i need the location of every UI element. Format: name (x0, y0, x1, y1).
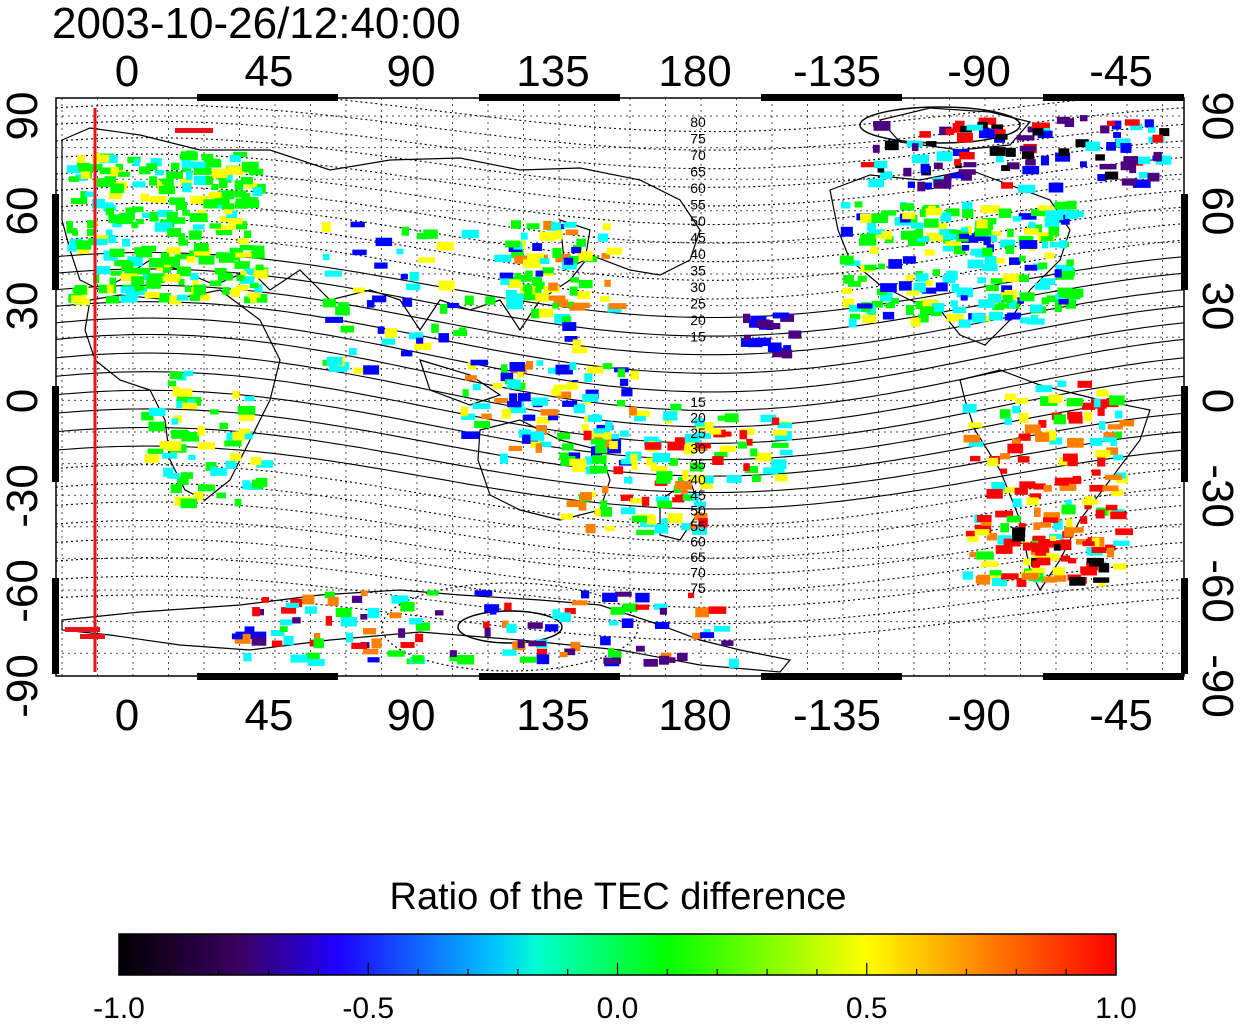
contour-label-south: 50 (690, 503, 706, 519)
contour-label-north: 60 (690, 180, 706, 196)
tec-data-points (65, 115, 1172, 668)
right-latitude-label: -60 (1193, 559, 1240, 623)
contour-label-south: 35 (690, 456, 706, 472)
left-latitude-label: -30 (0, 464, 47, 528)
bottom-longitude-label: -135 (793, 691, 881, 740)
contour-label-north: 70 (690, 147, 706, 163)
colorbar-tick-label: 0.5 (846, 992, 888, 1024)
top-longitude-label: 135 (516, 47, 589, 96)
bottom-longitude-label: -90 (947, 691, 1011, 740)
top-longitude-label: 45 (245, 47, 294, 96)
bottom-longitude-label: 180 (658, 691, 731, 740)
bottom-longitude-label: -45 (1089, 691, 1153, 740)
bottom-longitude-axis: 0 45 90 135 180 -135 -90 -45 (115, 691, 1153, 740)
colorbar-tick-label: -1.0 (93, 992, 145, 1024)
colorbar-ticks: -1.0 -0.5 0.0 0.5 1.0 (93, 963, 1137, 1024)
contour-label-north: 40 (690, 246, 706, 262)
contour-label-south: 45 (690, 487, 706, 503)
left-latitude-label: -60 (0, 559, 47, 623)
bottom-longitude-label: 45 (245, 691, 294, 740)
contour-label-north: 35 (690, 263, 706, 279)
right-latitude-axis: 90 60 30 0 -30 -60 -90 (1193, 92, 1240, 718)
contour-label-south: 25 (690, 425, 706, 441)
right-latitude-label: -90 (1193, 654, 1240, 718)
contour-label-south: 20 (690, 410, 706, 426)
contour-label-south: 65 (690, 549, 706, 565)
contour-label-south: 15 (690, 394, 706, 410)
top-longitude-label: 0 (115, 47, 139, 96)
bottom-longitude-label: 0 (115, 691, 139, 740)
contour-labels: 8075706560555045403530252015152025303540… (690, 114, 706, 596)
left-latitude-label: 60 (0, 187, 47, 236)
right-latitude-label: 90 (1193, 92, 1240, 141)
left-latitude-label: 90 (0, 92, 47, 141)
colorbar-tick-label: 0.0 (597, 992, 639, 1024)
left-latitude-label: 0 (0, 389, 47, 413)
top-longitude-axis: 0 45 90 135 180 -135 -90 -45 (115, 47, 1153, 96)
top-longitude-label: 90 (387, 47, 436, 96)
contour-label-north: 80 (690, 114, 706, 130)
contour-label-south: 40 (690, 472, 706, 488)
contour-label-north: 15 (690, 329, 706, 345)
colorbar-title: Ratio of the TEC difference (390, 876, 847, 918)
contour-label-south: 60 (690, 534, 706, 550)
contour-label-south: 70 (690, 565, 706, 581)
contour-label-north: 25 (690, 296, 706, 312)
contour-label-north: 55 (690, 197, 706, 213)
contour-label-north: 50 (690, 213, 706, 229)
right-latitude-label: 60 (1193, 187, 1240, 236)
contour-label-north: 65 (690, 164, 706, 180)
right-latitude-label: -30 (1193, 464, 1240, 528)
contour-label-south: 55 (690, 518, 706, 534)
contour-label-north: 75 (690, 131, 706, 147)
left-latitude-label: 30 (0, 282, 47, 331)
right-latitude-label: 0 (1193, 389, 1240, 413)
contour-label-north: 20 (690, 312, 706, 328)
bottom-longitude-label: 135 (516, 691, 589, 740)
top-longitude-label: 180 (658, 47, 731, 96)
contour-label-north: 30 (690, 279, 706, 295)
left-latitude-axis: 90 60 30 0 -30 -60 -90 (0, 92, 47, 718)
left-latitude-label: -90 (0, 654, 47, 718)
right-latitude-label: 30 (1193, 282, 1240, 331)
top-longitude-label: -135 (793, 47, 881, 96)
contour-label-south: 30 (690, 441, 706, 457)
colorbar-tick-label: -0.5 (342, 992, 394, 1024)
contour-label-south: 75 (690, 580, 706, 596)
contour-label-north: 45 (690, 230, 706, 246)
frame-ticks (52, 94, 1188, 680)
top-longitude-label: -90 (947, 47, 1011, 96)
timestamp-title: 2003-10-26/12:40:00 (52, 0, 461, 48)
colorbar-tick-label: 1.0 (1095, 992, 1137, 1024)
bottom-longitude-label: 90 (387, 691, 436, 740)
top-longitude-label: -45 (1089, 47, 1153, 96)
graticule-grid (56, 98, 1184, 676)
